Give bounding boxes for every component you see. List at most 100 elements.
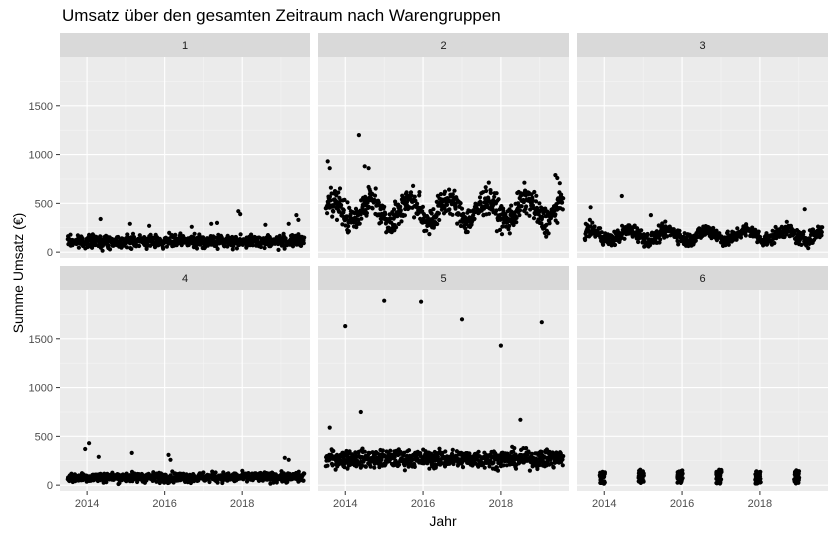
data-point bbox=[100, 248, 105, 253]
data-point bbox=[460, 465, 466, 470]
data-point bbox=[534, 193, 539, 198]
data-point bbox=[347, 205, 352, 210]
data-point bbox=[483, 185, 488, 190]
facet-panel-1: 1 0 500 1000 1500 bbox=[29, 33, 310, 259]
data-point bbox=[639, 475, 644, 480]
data-point bbox=[376, 200, 381, 205]
y-tick-label: 1500 bbox=[29, 101, 53, 113]
data-point bbox=[402, 468, 407, 473]
facet-strip-label: 3 bbox=[699, 40, 705, 52]
y-tick-label: 0 bbox=[47, 480, 53, 492]
x-tick-label: 2016 bbox=[670, 498, 694, 510]
data-point bbox=[341, 208, 346, 213]
data-point bbox=[619, 193, 624, 199]
data-point bbox=[511, 222, 516, 228]
data-point bbox=[294, 213, 299, 218]
data-point bbox=[453, 206, 458, 211]
data-point bbox=[427, 232, 432, 237]
data-point bbox=[434, 199, 439, 204]
data-point bbox=[600, 471, 606, 476]
data-point bbox=[296, 469, 301, 474]
facet-strip bbox=[318, 266, 569, 290]
data-point bbox=[302, 471, 307, 476]
data-point bbox=[331, 209, 336, 214]
data-point bbox=[412, 215, 417, 220]
data-point bbox=[364, 211, 369, 216]
data-point bbox=[509, 203, 514, 208]
data-point bbox=[658, 237, 663, 242]
data-point bbox=[601, 242, 606, 247]
data-point bbox=[530, 197, 535, 203]
data-point bbox=[373, 186, 378, 191]
data-point bbox=[758, 469, 763, 474]
data-point bbox=[412, 194, 417, 199]
data-point bbox=[820, 225, 825, 230]
data-point bbox=[487, 464, 492, 469]
data-point bbox=[477, 195, 483, 200]
data-point bbox=[325, 463, 330, 468]
data-point bbox=[447, 207, 452, 212]
facet-strip-label: 4 bbox=[182, 273, 188, 285]
data-point bbox=[117, 480, 122, 486]
data-point bbox=[363, 464, 368, 469]
data-points bbox=[65, 209, 307, 253]
data-point bbox=[663, 219, 668, 224]
data-point bbox=[714, 480, 719, 486]
data-point bbox=[437, 217, 442, 223]
data-point bbox=[498, 343, 503, 348]
data-points bbox=[582, 193, 825, 251]
data-point bbox=[795, 471, 800, 477]
facet-strip bbox=[60, 266, 310, 290]
data-points bbox=[65, 441, 307, 487]
data-point bbox=[124, 471, 129, 476]
data-point bbox=[436, 211, 441, 216]
y-tick-label: 0 bbox=[47, 247, 53, 259]
data-point bbox=[676, 475, 681, 480]
data-point bbox=[693, 238, 698, 243]
data-point bbox=[249, 232, 254, 237]
data-point bbox=[587, 217, 593, 222]
data-point bbox=[442, 189, 448, 194]
data-point bbox=[529, 451, 535, 456]
data-point bbox=[148, 232, 153, 237]
data-point bbox=[372, 465, 377, 470]
data-point bbox=[327, 425, 332, 430]
data-point bbox=[453, 201, 458, 206]
data-point bbox=[302, 235, 307, 240]
data-point bbox=[676, 242, 681, 247]
data-point bbox=[507, 231, 512, 236]
data-point bbox=[347, 449, 352, 454]
data-point bbox=[429, 211, 434, 216]
data-point bbox=[459, 206, 465, 211]
data-point bbox=[130, 231, 136, 236]
data-point bbox=[166, 452, 171, 457]
data-point bbox=[406, 448, 412, 453]
data-point bbox=[765, 241, 770, 246]
data-point bbox=[546, 231, 551, 236]
data-point bbox=[801, 229, 806, 234]
data-point bbox=[215, 246, 220, 251]
data-point bbox=[98, 234, 103, 239]
data-point bbox=[784, 219, 789, 224]
data-point bbox=[590, 220, 595, 225]
x-tick-label: 2016 bbox=[152, 498, 176, 510]
data-point bbox=[537, 463, 542, 468]
data-point bbox=[494, 191, 499, 196]
data-point bbox=[558, 451, 563, 456]
data-point bbox=[484, 188, 489, 194]
data-point bbox=[501, 208, 506, 214]
data-point bbox=[394, 225, 399, 230]
data-point bbox=[754, 481, 759, 486]
data-point bbox=[362, 164, 367, 169]
data-point bbox=[743, 233, 748, 238]
panel-background bbox=[577, 290, 828, 491]
data-point bbox=[599, 478, 604, 483]
data-point bbox=[398, 204, 403, 209]
data-point bbox=[424, 228, 429, 233]
data-point bbox=[417, 193, 422, 198]
data-point bbox=[343, 324, 348, 329]
data-point bbox=[553, 212, 558, 217]
x-tick-label: 2018 bbox=[489, 498, 513, 510]
data-point bbox=[213, 470, 218, 475]
data-point bbox=[620, 223, 625, 228]
